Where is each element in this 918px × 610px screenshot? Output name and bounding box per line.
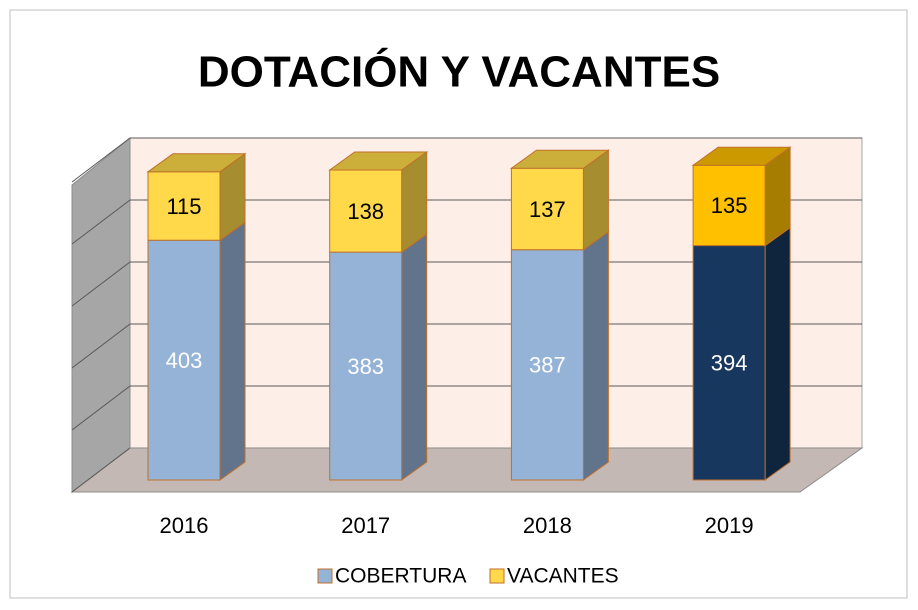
x-tick-label: 2016 — [160, 513, 209, 538]
bar — [692, 226, 791, 481]
chart-title: DOTACIÓN Y VACANTES — [198, 47, 720, 97]
data-label: 383 — [347, 354, 384, 379]
bar — [328, 151, 429, 254]
bar-side — [764, 226, 791, 481]
bar-front — [692, 245, 766, 481]
data-label: 137 — [529, 197, 566, 222]
legend-swatch — [489, 568, 505, 584]
bar — [509, 149, 610, 251]
bar-top — [509, 149, 610, 169]
data-label: 135 — [711, 193, 748, 218]
legend-swatch — [317, 568, 333, 584]
legend-label: VACANTES — [507, 565, 619, 588]
x-tick-label: 2019 — [705, 513, 754, 538]
data-label: 394 — [711, 351, 748, 376]
bar-side — [219, 221, 246, 481]
bar-front — [510, 249, 584, 481]
bar — [691, 146, 792, 247]
bar — [510, 230, 609, 481]
bar-side — [582, 230, 609, 481]
grid-line — [71, 261, 131, 307]
bar — [329, 233, 428, 481]
legend-label: COBERTURA — [335, 565, 466, 588]
bar-front — [329, 251, 403, 481]
bar-top — [691, 146, 792, 166]
data-label: 387 — [529, 353, 566, 378]
data-label: 138 — [347, 199, 384, 224]
bar-top — [328, 151, 429, 171]
bar-front — [147, 239, 221, 481]
bar-top — [146, 153, 247, 173]
data-label: 115 — [166, 194, 201, 219]
x-tick-label: 2017 — [341, 513, 390, 538]
grid-line — [71, 199, 131, 245]
bar-front — [329, 169, 403, 253]
x-tick-label: 2018 — [523, 513, 572, 538]
bar-side — [401, 233, 428, 481]
data-label: 403 — [166, 348, 203, 373]
bar-front — [510, 167, 584, 251]
grid-line — [71, 323, 131, 369]
grid-line — [71, 137, 131, 183]
grid-line — [71, 385, 131, 431]
side-wall — [71, 136, 131, 494]
bar-front — [147, 171, 221, 241]
bar — [146, 152, 247, 242]
grid-line — [71, 447, 131, 493]
